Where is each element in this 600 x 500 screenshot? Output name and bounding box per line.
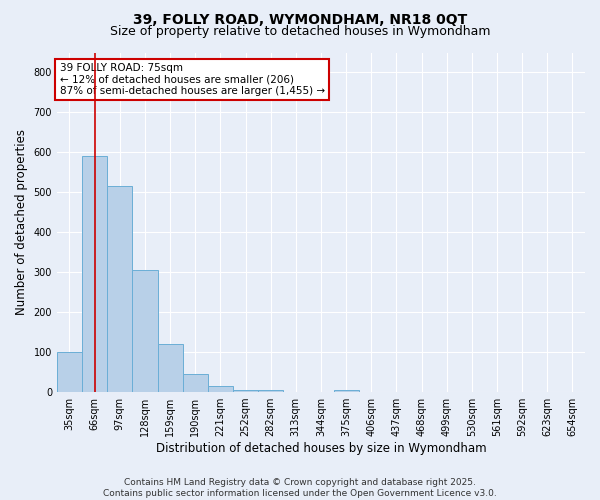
- Bar: [182, 374, 208, 392]
- Bar: [233, 390, 258, 392]
- Bar: [133, 270, 158, 392]
- Bar: [107, 186, 133, 392]
- Text: Size of property relative to detached houses in Wymondham: Size of property relative to detached ho…: [110, 25, 490, 38]
- Bar: [57, 352, 82, 392]
- Text: 39, FOLLY ROAD, WYMONDHAM, NR18 0QT: 39, FOLLY ROAD, WYMONDHAM, NR18 0QT: [133, 12, 467, 26]
- Text: Contains HM Land Registry data © Crown copyright and database right 2025.
Contai: Contains HM Land Registry data © Crown c…: [103, 478, 497, 498]
- Bar: [82, 156, 107, 392]
- X-axis label: Distribution of detached houses by size in Wymondham: Distribution of detached houses by size …: [155, 442, 486, 455]
- Text: 39 FOLLY ROAD: 75sqm
← 12% of detached houses are smaller (206)
87% of semi-deta: 39 FOLLY ROAD: 75sqm ← 12% of detached h…: [59, 62, 325, 96]
- Bar: [258, 390, 283, 392]
- Bar: [158, 344, 182, 392]
- Bar: [334, 390, 359, 392]
- Bar: [208, 386, 233, 392]
- Y-axis label: Number of detached properties: Number of detached properties: [15, 130, 28, 316]
